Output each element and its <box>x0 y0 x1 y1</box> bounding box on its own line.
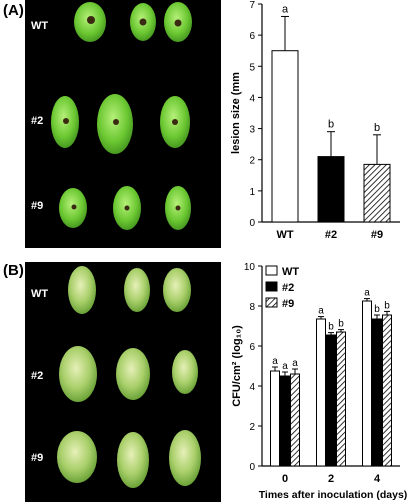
significance-letter: a <box>364 288 370 299</box>
legend-label: #9 <box>282 298 294 310</box>
leaf <box>74 2 192 42</box>
y-tick-label: 10 <box>244 262 256 273</box>
y-tick-label: 2 <box>249 422 255 433</box>
y-tick-label: 4 <box>249 382 255 393</box>
legend-swatch <box>265 265 278 276</box>
panel-label-a: (A) <box>3 2 24 19</box>
y-tick-label: 7 <box>249 0 255 11</box>
photo-a-row-label-2: #2 <box>31 115 44 127</box>
y-tick-label: 3 <box>249 125 255 136</box>
x-axis-label: Times after inoculation (days) <box>259 489 408 501</box>
y-tick-label: 0 <box>249 218 255 229</box>
bar <box>363 163 391 223</box>
legend-label: WT <box>282 266 299 278</box>
leaf-photo-a: WT #2 #9 <box>25 0 221 248</box>
significance-letter: b <box>328 119 334 131</box>
significance-letter: a <box>318 306 324 317</box>
bar <box>326 334 336 467</box>
leaf <box>57 430 201 488</box>
significance-letter: b <box>338 319 344 330</box>
photo-a-row-label-9: #9 <box>31 200 44 212</box>
x-tick-label: WT <box>276 229 293 241</box>
y-tick-label: 4 <box>249 93 255 104</box>
x-tick-label: #2 <box>325 229 337 241</box>
significance-letter: b <box>374 304 380 315</box>
x-tick-label: 2 <box>328 473 334 485</box>
bar <box>317 156 345 223</box>
y-axis-label: CFU/cm² (log₁₀) <box>231 325 243 407</box>
legend-swatch <box>265 297 278 308</box>
significance-letter: a <box>282 3 289 15</box>
y-tick-label: 6 <box>249 31 255 42</box>
bar <box>290 373 300 467</box>
bar <box>362 300 372 467</box>
leaf-photo-b: WT #2 #9 <box>25 262 221 502</box>
bar <box>372 318 382 467</box>
bar <box>271 50 299 223</box>
y-axis-label: lesion size (mm <box>230 72 242 154</box>
y-tick-label: 2 <box>249 156 255 167</box>
panel-label-b: (B) <box>3 262 24 279</box>
y-tick-label: 1 <box>249 187 255 198</box>
leaf-images-b <box>57 266 201 488</box>
y-tick-label: 5 <box>249 62 255 73</box>
bar <box>270 370 280 467</box>
photo-b-row-label-wt: WT <box>31 288 49 300</box>
leaf <box>51 94 190 154</box>
leaf <box>59 346 198 402</box>
bar <box>316 318 326 467</box>
y-tick-label: 8 <box>249 302 255 313</box>
leaf <box>68 266 191 314</box>
x-tick-label: #9 <box>371 229 383 241</box>
leaf-images-a <box>51 2 192 230</box>
significance-letter: a <box>282 361 288 372</box>
bar <box>336 331 346 467</box>
lesion-size-chart: 0 1 2 3 4 5 6 7 lesion size (mm a WT b #2 b #9 <box>230 0 400 241</box>
significance-letter: a <box>272 356 278 367</box>
legend-label: #2 <box>282 282 294 294</box>
leaf <box>59 186 191 230</box>
bar <box>280 375 290 467</box>
x-tick-label: 0 <box>282 473 288 485</box>
cfu-chart: 0 2 4 6 8 10 CFU/cm² (log₁₀) Times after inocul… <box>231 262 408 501</box>
y-tick-label: 6 <box>249 342 255 353</box>
x-tick-label: 4 <box>374 473 381 485</box>
legend-swatch <box>265 281 278 292</box>
photo-b-row-label-2: #2 <box>31 370 44 382</box>
significance-letter: b <box>374 122 380 134</box>
y-tick-label: 0 <box>249 462 255 473</box>
photo-b-row-label-9: #9 <box>31 452 44 464</box>
photo-a-row-label-wt: WT <box>31 20 49 32</box>
bar <box>382 314 392 467</box>
significance-letter: b <box>384 300 390 311</box>
significance-letter: b <box>328 322 334 333</box>
significance-letter: a <box>292 358 298 369</box>
